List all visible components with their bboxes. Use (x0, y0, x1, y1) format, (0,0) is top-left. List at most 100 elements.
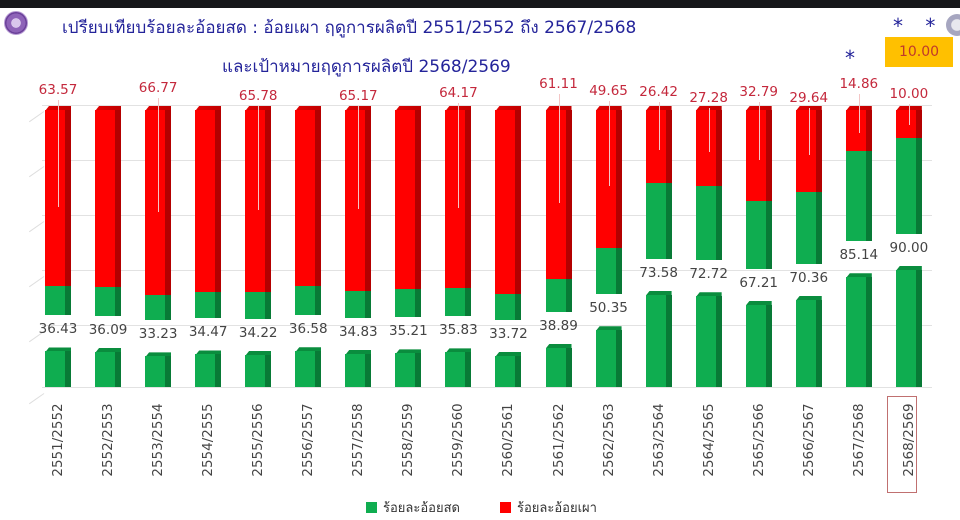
bar-burnt-segment (495, 106, 522, 294)
legend-label-fresh: ร้อยละอ้อยสด (383, 501, 460, 516)
bar-fresh-segment-upper (395, 289, 422, 318)
x-axis-tick-label: 2558/2559 (400, 403, 417, 477)
bar-fresh-segment-upper (445, 287, 472, 317)
x-axis-tick-label: 2561/2562 (550, 403, 567, 477)
star-annotation-2567: * (845, 46, 855, 70)
chart-title-line1: เปรียบเทียบร้อยละอ้อยสด : อ้อยเผา ฤดูการ… (62, 18, 637, 38)
data-label-fresh: 33.23 (138, 326, 178, 343)
chart-title-line2: และเป้าหมายฤดูการผลิตปี 2568/2569 (222, 57, 511, 77)
legend-swatch-green (366, 502, 377, 513)
data-label-burnt: 27.28 (689, 90, 728, 106)
bar-fresh-segment-upper (895, 137, 922, 234)
data-label-fresh: 72.72 (689, 266, 728, 283)
bar-fresh-segment-upper (545, 279, 572, 312)
bar-fresh-segment-lower (495, 351, 522, 387)
data-label-fresh: 35.21 (389, 323, 428, 340)
x-axis-tick-label: 2567/2568 (850, 403, 867, 477)
x-axis-tick-label: 2551/2552 (50, 403, 66, 477)
data-label-fresh: 36.09 (88, 322, 128, 339)
label-leader-line (558, 94, 560, 204)
data-label-fresh: 33.72 (489, 325, 528, 342)
bar-fresh-segment-upper (695, 185, 722, 261)
gridline (42, 325, 932, 326)
label-leader-line (708, 108, 710, 152)
bar-fresh-segment-lower (745, 300, 772, 387)
gridline-perspective (28, 276, 45, 288)
bar-fresh-segment-upper (95, 287, 122, 316)
x-axis-tick-label: 2556/2557 (300, 403, 317, 477)
bar-fresh-segment-upper (195, 291, 222, 319)
x-axis-tick-label: 2553/2554 (150, 403, 167, 477)
label-leader-line (908, 104, 910, 126)
data-label-burnt: 63.57 (38, 82, 78, 98)
data-label-burnt: 49.65 (589, 83, 628, 99)
bar-fresh-segment-lower (695, 292, 722, 387)
x-axis-tick-label: 2559/2560 (450, 403, 467, 477)
label-leader-line (858, 94, 860, 133)
bar-fresh-segment-lower (595, 326, 622, 387)
data-label-fresh: 70.36 (789, 269, 829, 286)
data-label-fresh: 90.00 (889, 239, 929, 256)
data-label-fresh: 50.35 (589, 300, 628, 317)
legend-label-burnt: ร้อยละอ้อยเผา (517, 501, 597, 516)
gridline (42, 105, 932, 106)
bar-fresh-segment-lower (445, 348, 472, 387)
data-label-fresh: 34.47 (188, 324, 228, 341)
gridline (42, 215, 932, 216)
bar-fresh-segment-upper (45, 286, 71, 316)
label-leader-line (458, 103, 460, 208)
data-label-fresh: 36.58 (288, 321, 328, 338)
data-label-burnt: 10.00 (889, 86, 929, 102)
x-axis-tick-label: 2560/2561 (500, 403, 517, 477)
data-label-burnt: 61.11 (539, 76, 578, 92)
legend-swatch-red (500, 502, 511, 513)
bar-fresh-segment-lower (545, 343, 572, 387)
target-category-highlight-box (887, 396, 917, 493)
bar-fresh-segment-lower (345, 349, 372, 387)
bar-fresh-segment-lower (795, 295, 822, 387)
label-leader-line (158, 98, 160, 212)
bar-fresh-segment-upper (345, 290, 372, 318)
data-label-fresh: 73.58 (639, 264, 678, 281)
gridline-perspective (28, 111, 45, 123)
x-axis-tick-label: 2555/2556 (250, 403, 267, 477)
gridline (42, 270, 932, 271)
label-leader-line (808, 108, 810, 156)
label-leader-line (258, 106, 260, 211)
bar-fresh-segment-upper (295, 285, 322, 316)
bar-fresh-segment-lower (95, 348, 122, 387)
bar-fresh-segment-lower (645, 290, 672, 387)
bar-burnt-segment (195, 106, 222, 292)
x-axis-tick-label: 2562/2563 (600, 403, 617, 477)
bar-fresh-segment-lower (895, 265, 922, 387)
bar-fresh-segment-upper (845, 151, 872, 242)
gridline (42, 160, 932, 161)
x-axis-tick-label: 2566/2567 (800, 403, 817, 477)
gridline-perspective (28, 166, 45, 178)
x-axis-tick-label: 2557/2558 (350, 403, 367, 477)
bar-fresh-segment-upper (495, 293, 522, 320)
x-axis-tick-label: 2564/2565 (700, 403, 717, 477)
label-leader-line (608, 101, 610, 186)
legend-item-fresh: ร้อยละอ้อยสด (366, 497, 460, 518)
label-leader-line (58, 100, 59, 207)
data-label-fresh: 38.89 (539, 317, 578, 334)
bar-fresh-segment-lower (45, 347, 71, 387)
data-label-burnt: 66.77 (138, 80, 178, 96)
gridline-perspective (28, 393, 45, 405)
gridline (42, 387, 932, 388)
data-label-burnt: 65.78 (238, 88, 278, 104)
bar-fresh-segment-upper (145, 294, 172, 321)
x-axis-tick-label: 2563/2564 (650, 403, 667, 477)
data-label-fresh: 34.83 (338, 323, 378, 340)
bar-fresh-segment-upper (245, 292, 272, 319)
target-burn-label-box: 10.00 (885, 37, 953, 67)
bar-burnt-segment (395, 106, 422, 290)
label-leader-line (758, 102, 760, 160)
legend-item-burnt: ร้อยละอ้อยเผา (500, 497, 597, 518)
x-axis-tick-label: 2565/2566 (750, 403, 767, 477)
data-label-fresh: 35.83 (439, 322, 478, 339)
bar-fresh-segment-lower (395, 349, 422, 387)
data-label-burnt: 64.17 (439, 85, 478, 101)
x-axis-tick-label: 2552/2553 (100, 403, 117, 477)
